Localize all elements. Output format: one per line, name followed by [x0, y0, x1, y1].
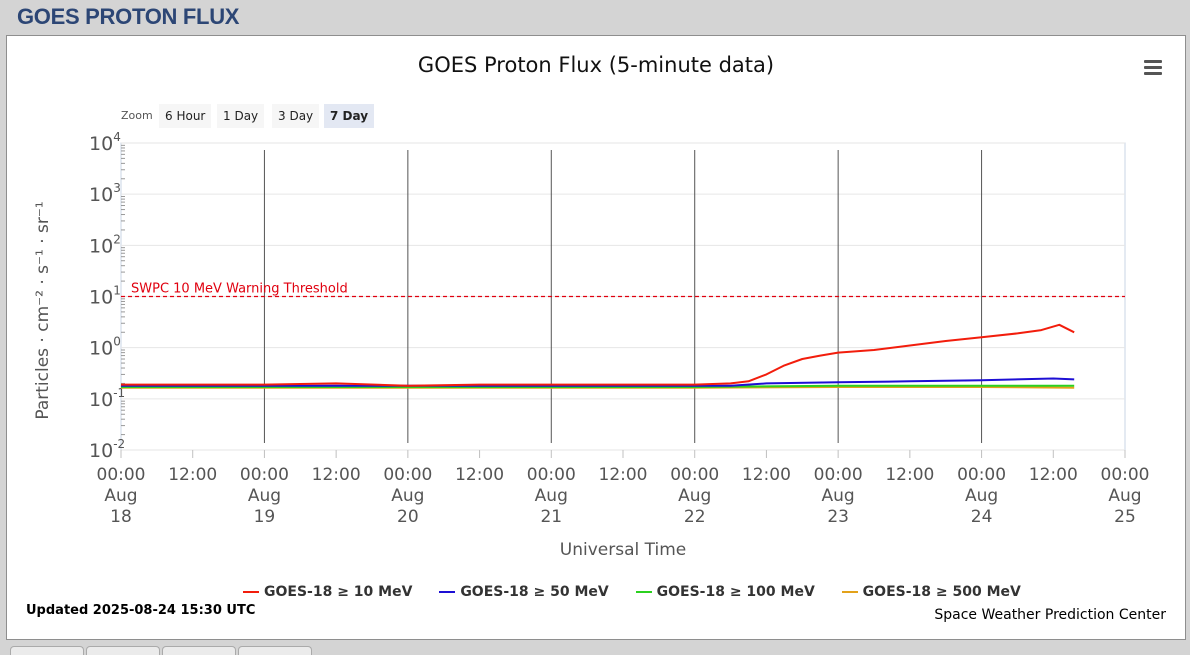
bottom-tab-strip: [6, 640, 1184, 655]
chart-title: GOES Proton Flux (5-minute data): [417, 53, 775, 77]
y-tick-label: 101: [89, 284, 121, 309]
legend-label-50mev: GOES-18 ≥ 50 MeV: [460, 584, 609, 600]
x-tick-label: 00:00: [814, 465, 863, 485]
legend-label-500mev: GOES-18 ≥ 500 MeV: [862, 584, 1021, 600]
legend-item-10mev[interactable]: GOES-18 ≥ 10 MeV: [243, 584, 412, 600]
y-tick-label: 104: [89, 130, 121, 155]
x-tick-label: Aug: [248, 486, 281, 506]
credit-text: Space Weather Prediction Center: [934, 607, 1166, 623]
x-tick-label: Aug: [1108, 486, 1141, 506]
x-tick-label: Aug: [822, 486, 855, 506]
series-line: [121, 323, 1075, 387]
series-line: [121, 384, 1075, 388]
x-tick-label: 22: [684, 507, 706, 527]
x-tick-label: 21: [540, 507, 562, 527]
x-tick-label: Aug: [535, 486, 568, 506]
x-tick-label: 00:00: [527, 465, 576, 485]
x-tick-label: Aug: [965, 486, 998, 506]
legend-swatch-100mev: [635, 591, 652, 593]
chart-legend: GOES-18 ≥ 10 MeV GOES-18 ≥ 50 MeV GOES-1…: [243, 584, 1043, 600]
updated-timestamp: Updated 2025-08-24 15:30 UTC: [26, 603, 256, 618]
legend-label-10mev: GOES-18 ≥ 10 MeV: [264, 584, 413, 600]
x-tick-label: 12:00: [455, 465, 504, 485]
x-tick-label: 00:00: [383, 465, 432, 485]
x-tick-label: 12:00: [599, 465, 648, 485]
y-tick-label: 100: [89, 335, 121, 360]
y-tick-label: 10-1: [89, 386, 125, 411]
x-tick-label: 00:00: [670, 465, 719, 485]
zoom-1-day-button[interactable]: 1 Day: [217, 104, 265, 128]
zoom-label: Zoom: [121, 109, 153, 122]
x-tick-label: 25: [1114, 507, 1136, 527]
legend-swatch-50mev: [439, 591, 456, 593]
x-tick-label: 00:00: [240, 465, 289, 485]
chart-panel: GOES Proton Flux (5-minute data) Zoom 6 …: [6, 35, 1186, 640]
x-tick-label: 23: [827, 507, 849, 527]
bottom-tab[interactable]: [238, 646, 312, 655]
legend-label-100mev: GOES-18 ≥ 100 MeV: [656, 584, 815, 600]
x-axis-title: Universal Time: [560, 540, 686, 560]
y-tick-label: 102: [89, 232, 121, 257]
page-header: GOES PROTON FLUX: [0, 0, 1190, 34]
zoom-6-hour-button[interactable]: 6 Hour: [159, 104, 212, 128]
bottom-tab[interactable]: [86, 646, 160, 655]
legend-item-50mev[interactable]: GOES-18 ≥ 50 MeV: [439, 584, 609, 600]
zoom-7-day-button[interactable]: 7 Day: [324, 104, 375, 128]
x-tick-label: Aug: [678, 486, 711, 506]
legend-item-100mev[interactable]: GOES-18 ≥ 100 MeV: [635, 584, 815, 600]
x-tick-label: 20: [397, 507, 419, 527]
x-tick-label: 19: [254, 507, 276, 527]
zoom-3-day-button[interactable]: 3 Day: [272, 104, 320, 128]
x-tick-label: Aug: [391, 486, 424, 506]
y-axis-title: Particles · cm⁻² · s⁻¹ · sr⁻¹: [33, 201, 53, 419]
y-tick-label: 10-2: [89, 437, 125, 462]
bottom-tab[interactable]: [10, 646, 84, 655]
legend-swatch-500mev: [841, 591, 858, 593]
x-tick-label: 00:00: [957, 465, 1006, 485]
legend-item-500mev[interactable]: GOES-18 ≥ 500 MeV: [841, 584, 1021, 600]
x-tick-label: Aug: [104, 486, 137, 506]
x-tick-label: 12:00: [168, 465, 217, 485]
x-tick-label: 00:00: [97, 465, 146, 485]
x-tick-label: 24: [971, 507, 993, 527]
x-tick-label: 12:00: [742, 465, 791, 485]
x-tick-label: 00:00: [1101, 465, 1150, 485]
legend-swatch-10mev: [243, 591, 259, 593]
bottom-tab[interactable]: [162, 646, 236, 655]
y-tick-label: 103: [89, 181, 121, 206]
page-title: GOES PROTON FLUX: [17, 4, 240, 29]
x-tick-label: 12:00: [312, 465, 361, 485]
chart-menu-icon[interactable]: [1144, 60, 1162, 76]
warning-threshold-label: SWPC 10 MeV Warning Threshold: [131, 282, 348, 297]
x-tick-label: 12:00: [885, 465, 934, 485]
series-line: [121, 377, 1075, 387]
x-tick-label: 12:00: [1029, 465, 1078, 485]
x-tick-label: 18: [110, 507, 132, 527]
